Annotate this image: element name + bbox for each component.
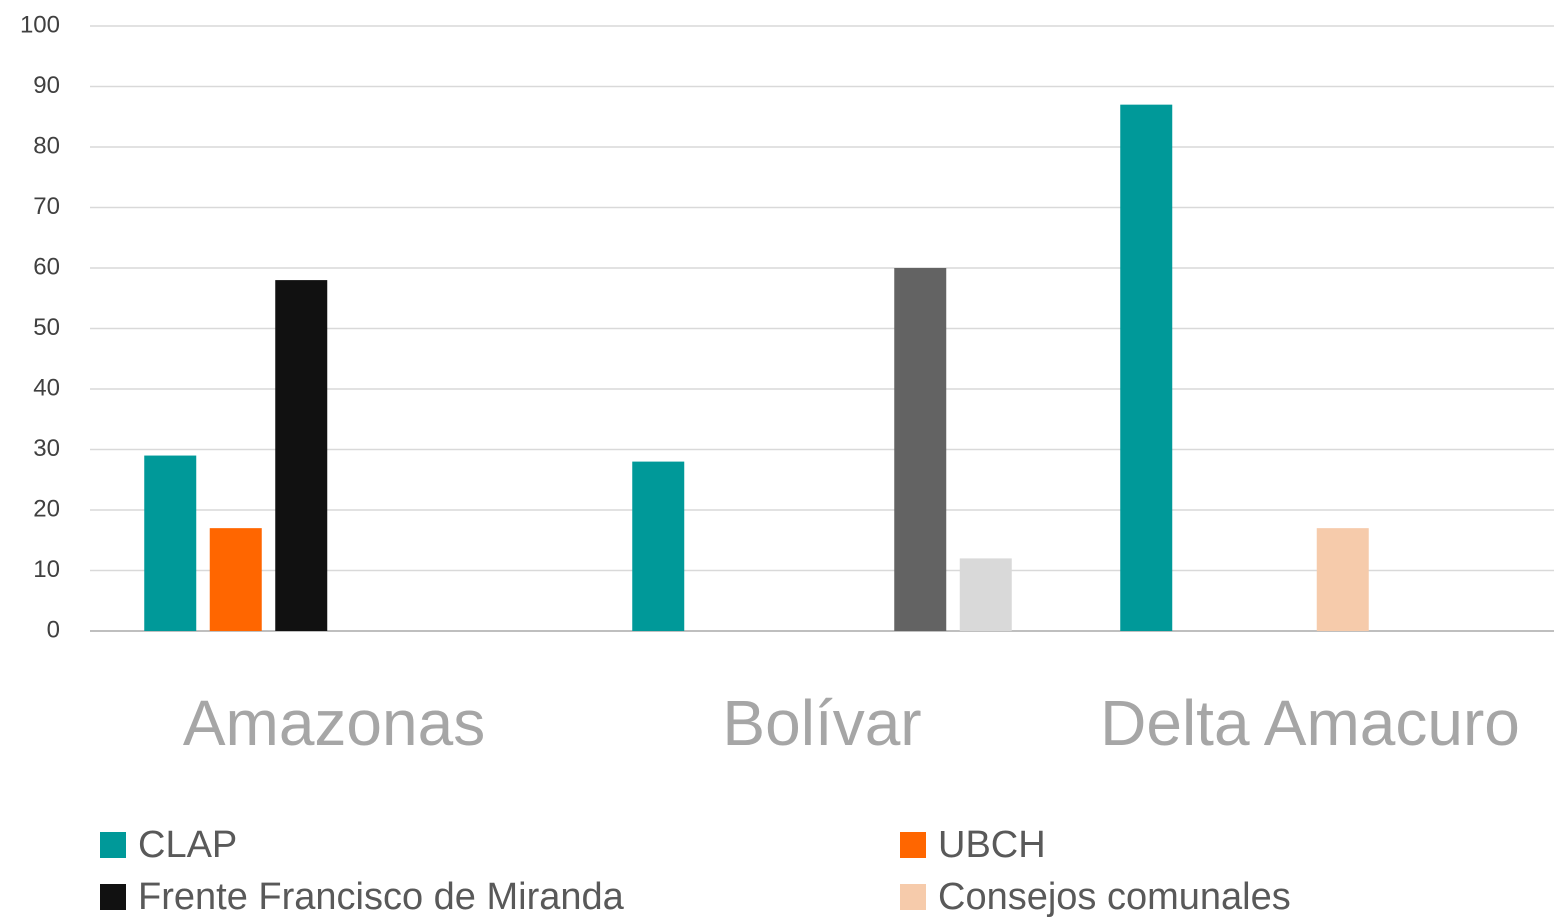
x-tick-label: Delta Amacuro — [1100, 687, 1520, 759]
bar — [959, 558, 1012, 631]
bar — [209, 528, 262, 631]
y-tick-label: 50 — [33, 314, 60, 341]
legend-swatch — [100, 884, 126, 910]
legend-label: Frente Francisco de Miranda — [138, 876, 625, 918]
bar — [275, 280, 328, 631]
y-tick-label: 70 — [33, 193, 60, 220]
y-tick-label: 10 — [33, 556, 60, 583]
legend-swatch — [900, 884, 926, 910]
x-tick-label: Bolívar — [722, 687, 921, 759]
legend-label: UBCH — [938, 824, 1046, 866]
y-tick-label: 0 — [47, 616, 60, 643]
y-tick-label: 90 — [33, 72, 60, 99]
legend-label: CLAP — [138, 824, 237, 866]
bar — [1316, 528, 1369, 631]
y-tick-label: 80 — [33, 132, 60, 159]
y-tick-label: 40 — [33, 374, 60, 401]
y-tick-label: 30 — [33, 435, 60, 462]
y-tick-label: 20 — [33, 495, 60, 522]
legend-swatch — [100, 832, 126, 858]
y-tick-label: 60 — [33, 253, 60, 280]
bar — [894, 268, 947, 631]
y-tick-label: 100 — [20, 11, 60, 38]
bar — [144, 455, 197, 631]
x-tick-label: Amazonas — [183, 687, 485, 759]
legend-swatch — [900, 832, 926, 858]
legend-label: Consejos comunales — [938, 876, 1291, 918]
bar — [1120, 104, 1173, 631]
bar — [632, 461, 685, 631]
